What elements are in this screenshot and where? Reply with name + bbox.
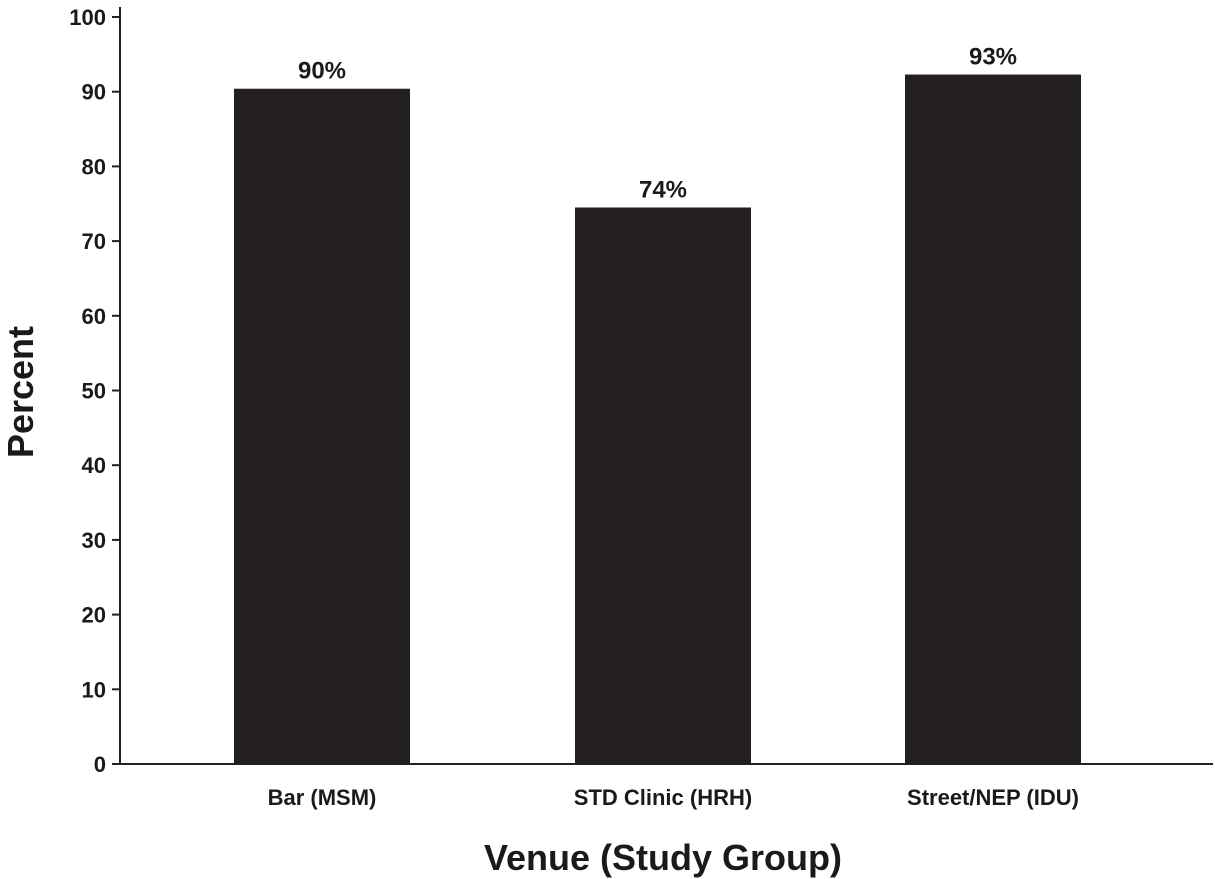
y-axis-title: Percent (0, 326, 41, 458)
y-tick-label: 0 (94, 752, 106, 777)
y-tick-label: 90 (82, 80, 106, 105)
bar (905, 74, 1081, 765)
y-tick-label: 60 (82, 304, 106, 329)
y-axis-ticks: 0 10 20 30 40 50 60 70 80 90 100 (69, 5, 120, 777)
bar-value-label: 90% (298, 58, 346, 85)
y-tick-label: 80 (82, 154, 106, 179)
x-axis-title: Venue (Study Group) (484, 837, 842, 878)
y-tick-label: 100 (69, 5, 106, 30)
bars (234, 74, 1081, 765)
bar-value-label: 93% (969, 44, 1017, 71)
bar (575, 207, 751, 765)
category-labels: Bar (MSM) STD Clinic (HRH) Street/NEP (IDU… (268, 785, 1079, 810)
y-tick-label: 10 (82, 677, 106, 702)
bar (234, 88, 410, 765)
y-tick-label: 40 (82, 453, 106, 478)
y-tick-label: 70 (82, 229, 106, 254)
data-labels: 90% 74% 93% (298, 44, 1017, 204)
y-tick-label: 30 (82, 528, 106, 553)
x-category-label: STD Clinic (HRH) (574, 785, 752, 810)
y-tick-label: 20 (82, 603, 106, 628)
x-category-label: Street/NEP (IDU) (907, 785, 1079, 810)
bar-value-label: 74% (639, 176, 687, 203)
y-tick-label: 50 (82, 379, 106, 404)
x-category-label: Bar (MSM) (268, 785, 377, 810)
